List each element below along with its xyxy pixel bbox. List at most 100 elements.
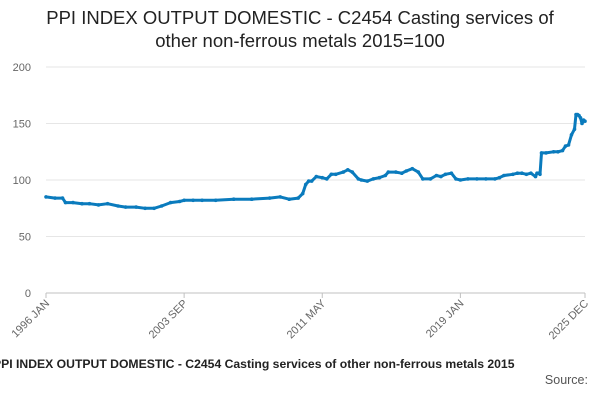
x-tick-label: 2019 JAN <box>424 298 467 341</box>
data-point <box>359 178 364 182</box>
data-point <box>394 170 398 174</box>
data-point <box>563 144 568 148</box>
data-point <box>350 170 355 174</box>
data-point <box>449 171 454 175</box>
data-point <box>123 205 128 209</box>
data-point <box>538 172 542 177</box>
y-tick-label: 100 <box>13 175 31 187</box>
data-point <box>306 179 311 183</box>
data-point <box>583 119 587 123</box>
data-points <box>44 112 587 211</box>
data-point <box>544 151 548 155</box>
data-point <box>556 150 560 154</box>
data-point <box>60 196 65 200</box>
data-point <box>143 206 147 211</box>
data-point <box>443 172 448 177</box>
data-point <box>377 175 382 180</box>
data-point <box>356 177 361 181</box>
data-point <box>416 170 421 174</box>
data-point <box>168 200 173 205</box>
data-point <box>63 200 68 205</box>
data-point <box>580 121 584 126</box>
data-point <box>428 177 433 181</box>
data-point <box>231 197 236 201</box>
data-point <box>533 174 538 179</box>
data-point <box>325 177 329 181</box>
y-tick-label: 50 <box>19 232 31 244</box>
x-axis-tick-labels: 1996 JAN 2003 SEP 2011 MAY 2019 JAN 2025 DEC <box>9 297 591 342</box>
x-tick-label: 2025 DEC <box>547 298 591 342</box>
y-axis-tick-labels: 0 50 100 150 200 <box>13 62 31 300</box>
series-line <box>44 113 587 210</box>
data-point <box>578 116 583 120</box>
data-point <box>421 177 425 181</box>
data-point <box>105 201 110 206</box>
data-point <box>466 177 470 181</box>
data-point <box>365 179 370 183</box>
data-point <box>458 178 463 182</box>
data-point <box>53 196 57 200</box>
data-point <box>71 200 75 205</box>
x-axis <box>45 292 586 298</box>
y-tick-label: 200 <box>13 62 31 74</box>
data-point <box>551 150 556 154</box>
data-point <box>454 177 458 181</box>
data-point <box>502 173 506 178</box>
data-point <box>177 199 182 204</box>
data-point <box>213 198 218 203</box>
data-point <box>520 171 524 175</box>
grid-lines <box>46 66 585 237</box>
data-point <box>334 172 338 177</box>
data-point <box>383 173 388 178</box>
chart-title-line-1: PPI INDEX OUTPUT DOMESTIC - C2454 Castin… <box>46 7 554 28</box>
data-point <box>191 198 195 203</box>
data-point <box>309 179 314 183</box>
data-point <box>182 198 186 203</box>
series-path <box>44 113 587 210</box>
data-point <box>287 197 292 201</box>
data-point <box>572 127 577 131</box>
y-tick-label: 0 <box>25 288 31 300</box>
data-point <box>80 201 84 206</box>
data-point <box>410 166 415 171</box>
data-point <box>341 170 346 174</box>
data-point <box>371 177 376 181</box>
data-point <box>475 177 479 181</box>
data-point <box>539 151 544 155</box>
data-point <box>314 174 319 179</box>
x-tick-label: 1996 JAN <box>9 298 52 341</box>
y-tick-label: 150 <box>13 119 31 131</box>
data-point <box>267 196 272 200</box>
data-point <box>278 195 283 199</box>
data-point <box>296 196 301 200</box>
data-point <box>497 175 502 180</box>
data-point <box>511 172 515 177</box>
data-point <box>434 173 439 178</box>
data-point <box>400 171 404 175</box>
data-point <box>386 170 391 174</box>
data-point <box>96 203 101 207</box>
data-point <box>566 143 571 147</box>
data-point <box>159 204 164 208</box>
data-point <box>524 172 529 177</box>
data-point <box>569 133 574 137</box>
data-point <box>515 171 520 175</box>
data-point <box>200 198 204 203</box>
data-point <box>320 175 325 180</box>
data-point <box>404 169 409 173</box>
data-point <box>439 174 443 179</box>
chart-title: PPI INDEX OUTPUT DOMESTIC - C2454 Castin… <box>0 6 600 52</box>
footer-source-label: Source: <box>544 373 588 387</box>
x-tick-label: 2011 MAY <box>285 297 329 341</box>
x-tick-label: 2003 SEP <box>147 298 191 342</box>
data-point <box>44 195 48 199</box>
data-point <box>484 177 488 181</box>
data-point <box>560 148 565 153</box>
data-point <box>329 172 334 177</box>
data-point <box>529 171 533 175</box>
data-point <box>249 197 254 201</box>
chart-title-line-2: other non-ferrous metals 2015=100 <box>155 30 445 51</box>
data-point <box>152 206 156 211</box>
data-point <box>116 204 120 208</box>
